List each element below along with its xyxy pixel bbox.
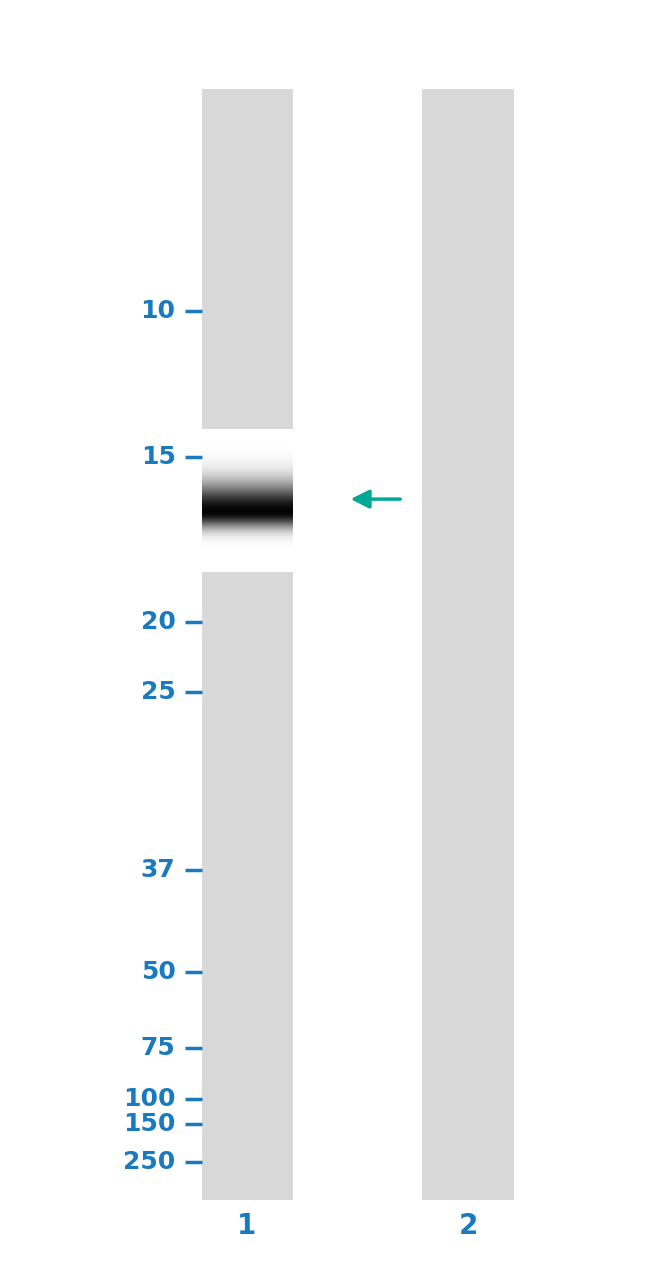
Text: 1: 1 bbox=[237, 1212, 257, 1240]
Text: 15: 15 bbox=[140, 446, 176, 469]
Text: 100: 100 bbox=[123, 1087, 176, 1110]
Text: 250: 250 bbox=[124, 1151, 176, 1173]
Text: 2: 2 bbox=[458, 1212, 478, 1240]
Text: 20: 20 bbox=[140, 611, 176, 634]
Text: 150: 150 bbox=[123, 1113, 176, 1135]
FancyBboxPatch shape bbox=[202, 89, 292, 1200]
Text: 10: 10 bbox=[140, 300, 176, 323]
FancyBboxPatch shape bbox=[422, 89, 514, 1200]
Text: 50: 50 bbox=[140, 960, 176, 983]
Text: 75: 75 bbox=[141, 1036, 176, 1059]
Text: 37: 37 bbox=[141, 859, 176, 881]
Text: 25: 25 bbox=[141, 681, 176, 704]
